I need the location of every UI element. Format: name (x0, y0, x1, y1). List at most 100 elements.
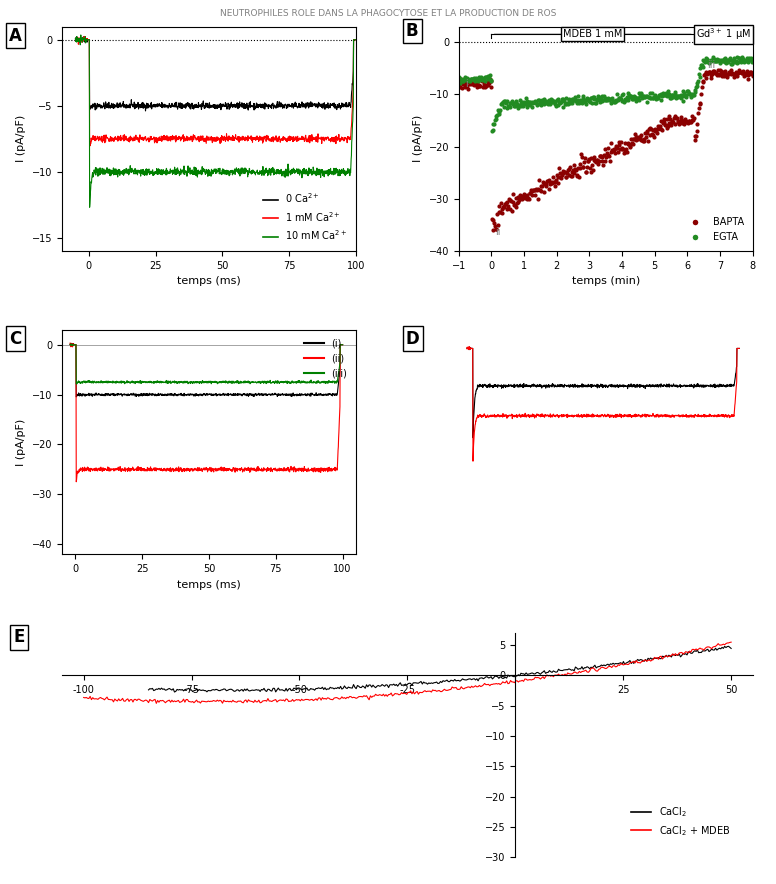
BAPTA (456, 77, 469, 91)
EGTA (511, 98, 524, 112)
BAPTA (543, 173, 556, 187)
BAPTA (476, 72, 489, 87)
10 mM Ca²⁺ (85, 202, 94, 212)
EGTA (609, 95, 622, 110)
EGTA (563, 94, 576, 108)
BAPTA (491, 207, 504, 221)
EGTA (602, 92, 615, 106)
BAPTA (572, 161, 584, 175)
BAPTA (477, 80, 490, 94)
1 mM Ca²⁺ (262, 136, 271, 147)
EGTA (738, 55, 750, 69)
Text: Gd$^{3+}$ 1 μM: Gd$^{3+}$ 1 μM (696, 27, 751, 42)
BAPTA (585, 151, 598, 165)
BAPTA (466, 75, 479, 89)
EGTA (720, 57, 733, 71)
EGTA (551, 93, 563, 107)
EGTA (679, 88, 691, 103)
EGTA (587, 89, 599, 103)
BAPTA (511, 190, 524, 204)
(iii) (67, 339, 76, 349)
BAPTA (723, 65, 736, 80)
BAPTA (469, 76, 481, 90)
Legend: CaCl$_2$, CaCl$_2$ + MDEB: CaCl$_2$, CaCl$_2$ + MDEB (628, 801, 734, 842)
BAPTA (643, 122, 655, 136)
Text: NEUTROPHILES ROLE DANS LA PHAGOCYTOSE ET LA PRODUCTION DE ROS: NEUTROPHILES ROLE DANS LA PHAGOCYTOSE ET… (220, 9, 556, 18)
BAPTA (605, 144, 617, 158)
EGTA (452, 71, 465, 85)
Text: MDEB 1 mM: MDEB 1 mM (563, 29, 622, 40)
EGTA (742, 55, 754, 69)
BAPTA (559, 170, 572, 184)
BAPTA (488, 217, 501, 231)
BAPTA (700, 71, 712, 85)
EGTA (597, 93, 609, 107)
BAPTA (677, 114, 689, 128)
BAPTA (739, 67, 751, 81)
EGTA (671, 90, 684, 104)
EGTA (674, 89, 686, 103)
EGTA (563, 92, 575, 106)
EGTA (696, 60, 708, 74)
EGTA (455, 72, 467, 87)
EGTA (635, 88, 647, 102)
1 mM Ca²⁺ (317, 133, 327, 143)
BAPTA (558, 164, 570, 179)
BAPTA (619, 145, 632, 159)
EGTA (493, 104, 505, 118)
BAPTA (628, 132, 640, 146)
BAPTA (530, 182, 542, 196)
EGTA (503, 99, 515, 113)
EGTA (588, 90, 601, 104)
BAPTA (496, 202, 508, 216)
EGTA (547, 95, 559, 109)
(ii) (65, 338, 74, 348)
BAPTA (647, 128, 660, 142)
EGTA (650, 89, 662, 103)
EGTA (483, 68, 496, 82)
BAPTA (567, 166, 580, 180)
EGTA (685, 88, 698, 103)
BAPTA (500, 195, 512, 210)
BAPTA (688, 133, 701, 147)
BAPTA (670, 111, 682, 126)
BAPTA (740, 68, 752, 82)
EGTA (508, 99, 520, 113)
BAPTA (705, 68, 717, 82)
0 Ca²⁺ (71, 34, 80, 44)
EGTA (498, 94, 511, 108)
EGTA (650, 92, 663, 106)
EGTA (502, 98, 514, 112)
BAPTA (680, 115, 692, 129)
EGTA (620, 93, 632, 107)
BAPTA (570, 163, 582, 177)
BAPTA (564, 160, 577, 174)
EGTA (516, 95, 528, 109)
BAPTA (532, 192, 544, 206)
EGTA (733, 51, 745, 65)
BAPTA (521, 193, 533, 207)
EGTA (521, 95, 534, 109)
BAPTA (602, 148, 615, 162)
BAPTA (607, 144, 619, 158)
Text: ii: ii (495, 227, 501, 238)
BAPTA (533, 172, 546, 187)
EGTA (515, 96, 528, 110)
BAPTA (636, 133, 649, 147)
BAPTA (695, 87, 708, 101)
EGTA (485, 74, 497, 88)
EGTA (525, 100, 538, 114)
EGTA (456, 74, 469, 88)
BAPTA (518, 187, 531, 202)
BAPTA (534, 183, 546, 197)
EGTA (667, 88, 680, 103)
EGTA (636, 86, 648, 100)
BAPTA (660, 111, 673, 126)
EGTA (715, 54, 728, 68)
EGTA (577, 91, 589, 105)
EGTA (619, 92, 632, 106)
EGTA (591, 92, 604, 106)
(i) (338, 339, 348, 350)
CaCl$_2$ + MDEB (388, 690, 397, 701)
Line: CaCl$_2$: CaCl$_2$ (148, 646, 731, 692)
